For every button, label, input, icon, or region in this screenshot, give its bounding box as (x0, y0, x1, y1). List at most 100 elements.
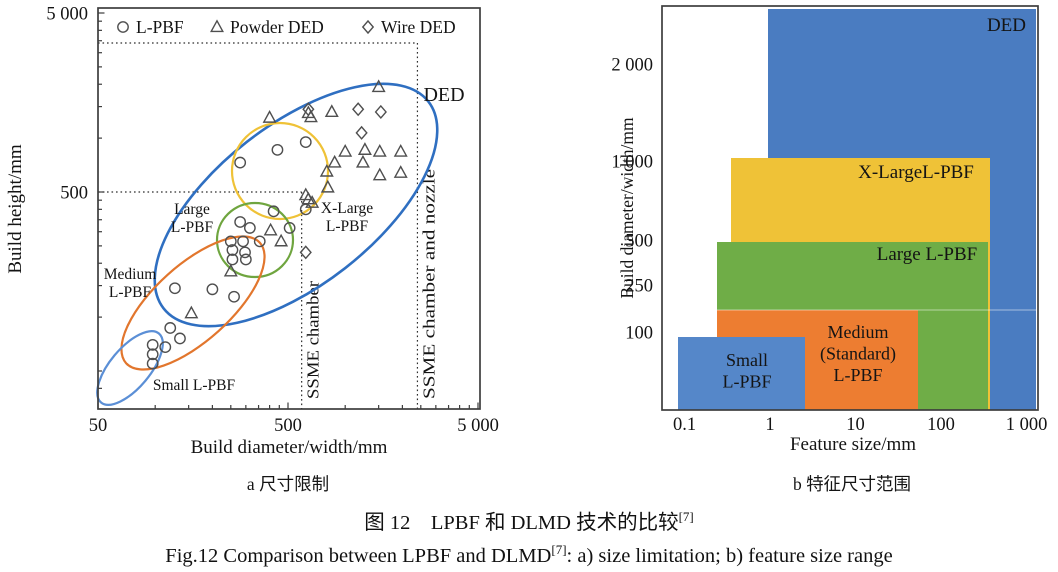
powder-ded-point (305, 195, 320, 208)
region-ellipse-large-l-pbf (215, 201, 295, 279)
legend-marker-l-pbf (117, 21, 129, 33)
l-pbf-point (271, 143, 284, 156)
powder-ded-point (184, 305, 199, 319)
region-ellipse-medium-l-pbf (120, 235, 266, 371)
region-label-x-large-l-pbf: X-Large (321, 200, 373, 217)
l-pbf-point (174, 332, 186, 345)
l-pbf-point (237, 235, 249, 248)
panel-b-chart: DED X-LargeL-PBF Large L-PBF Medium(Standar… (611, 5, 1048, 435)
y-tick-label: 100 (625, 323, 653, 343)
powder-ded-point (371, 79, 386, 93)
wire-ded-point (374, 104, 387, 120)
bar-label-medium-standard-l-pbf: Medium (828, 322, 889, 342)
x-tick-label: 500 (274, 416, 302, 436)
bar-small-l-pbf (678, 337, 805, 410)
legend-marker-powder-ded (210, 19, 224, 33)
l-pbf-point (239, 246, 251, 259)
wire-ded-point (299, 245, 312, 260)
powder-ded-point (324, 104, 339, 118)
panel-a-plot-border (97, 7, 481, 410)
powder-ded-point (372, 144, 387, 157)
y-tick-label: 2 000 (611, 55, 653, 75)
l-pbf-point (283, 222, 296, 234)
x-tick-label: 10 (846, 415, 865, 435)
figure-caption-zh-text: 图 12 LPBF 和 DLMD 技术的比较 (364, 511, 679, 534)
panel-a-x-axis-title: Build diameter/width/mm (191, 437, 388, 458)
l-pbf-point (226, 253, 239, 266)
wire-ded-point (352, 102, 365, 117)
figure-caption-en-suffix: : a) size limitation; b) feature size ra… (566, 544, 893, 567)
wire-ded-point (355, 125, 368, 140)
panel-a-chart: SSME chamber SSME chamber and nozzle DED X-… (46, 4, 498, 436)
x-tick-label: 100 (927, 415, 955, 435)
l-pbf-point (253, 235, 266, 248)
powder-ded-point (320, 179, 335, 193)
l-pbf-point (206, 283, 219, 296)
boundary-label-ssme-chamber-and-nozzle: SSME chamber and nozzle (419, 169, 438, 399)
x-tick-label: 5 000 (457, 416, 499, 436)
panel-b-x-axis-title: Feature size/mm (790, 434, 916, 455)
powder-ded-point (223, 263, 238, 277)
powder-ded-point (262, 110, 277, 123)
panel-a-subtitle: a 尺寸限制 (247, 474, 329, 494)
region-ellipse-small-l-pbf (96, 330, 164, 406)
powder-ded-point (357, 142, 372, 155)
region-ellipse-x-large-l-pbf (230, 121, 330, 221)
powder-ded-point (327, 154, 342, 168)
l-pbf-point (224, 235, 237, 248)
l-pbf-point (146, 348, 159, 361)
panel-b-subtitle: b 特征尺寸范围 (793, 474, 911, 494)
figure-caption-zh-superscript: [7] (678, 509, 694, 524)
boundary-ssme-chamber (98, 191, 303, 409)
bar-label-small-l-pbf: L-PBF (722, 372, 771, 392)
l-pbf-point (243, 222, 256, 234)
l-pbf-point (267, 205, 280, 218)
l-pbf-point (226, 244, 239, 256)
powder-ded-point (263, 222, 278, 236)
powder-ded-point (274, 233, 289, 247)
powder-ded-point (355, 154, 370, 168)
x-tick-label: 1 000 (1006, 415, 1048, 435)
figure-caption-en: Fig.12 Comparison between LPBF and DLMD[… (0, 537, 1058, 569)
l-pbf-point (234, 156, 247, 169)
powder-ded-point (338, 144, 353, 157)
bar-label-small-l-pbf: Small (726, 350, 768, 370)
legend-label-powder-ded: Powder DED (230, 17, 324, 37)
l-pbf-point (234, 216, 247, 228)
bar-label-medium-standard-l-pbf: (Standard) (820, 344, 896, 365)
figure-caption-zh: 图 12 LPBF 和 DLMD 技术的比较[7] (0, 504, 1058, 536)
l-pbf-point (169, 282, 181, 295)
l-pbf-point (228, 290, 240, 303)
l-pbf-point (159, 341, 172, 353)
y-tick-label: 5 000 (46, 4, 88, 24)
l-pbf-point (146, 338, 159, 351)
powder-ded-point (393, 144, 408, 157)
l-pbf-point (299, 136, 312, 149)
bar-label-large-l-pbf: Large L-PBF (877, 244, 977, 265)
wire-ded-point (302, 102, 315, 117)
region-label-large-l-pbf: Large (174, 201, 210, 218)
legend-label-l-pbf: L-PBF (136, 17, 184, 37)
legend-marker-wire-ded (361, 19, 375, 35)
bar-label-ded: DED (987, 15, 1026, 36)
region-label-x-large-l-pbf: L-PBF (326, 218, 369, 235)
bar-label-x-largel-pbf: X-LargeL-PBF (858, 162, 974, 183)
region-label-medium-l-pbf: Medium (104, 266, 157, 283)
powder-ded-point (372, 167, 387, 181)
powder-ded-point (393, 165, 408, 178)
l-pbf-point (239, 253, 252, 266)
region-label-small-l-pbf: Small L-PBF (153, 377, 236, 394)
y-tick-label: 500 (625, 231, 653, 251)
figure-caption-en-text: Fig.12 Comparison between LPBF and DLMD (165, 544, 552, 567)
boundary-ssme-chamber-and-nozzle (98, 42, 419, 409)
x-tick-label: 50 (89, 416, 108, 436)
figure-caption-en-superscript: [7] (551, 542, 567, 557)
y-tick-label: 250 (625, 276, 653, 296)
boundary-label-ssme-chamber: SSME chamber (304, 280, 323, 399)
panel-b-plot-border (661, 5, 1039, 411)
y-tick-label: 1 000 (611, 152, 653, 172)
powder-ded-point (319, 163, 334, 177)
region-label-ded: DED (423, 84, 464, 106)
